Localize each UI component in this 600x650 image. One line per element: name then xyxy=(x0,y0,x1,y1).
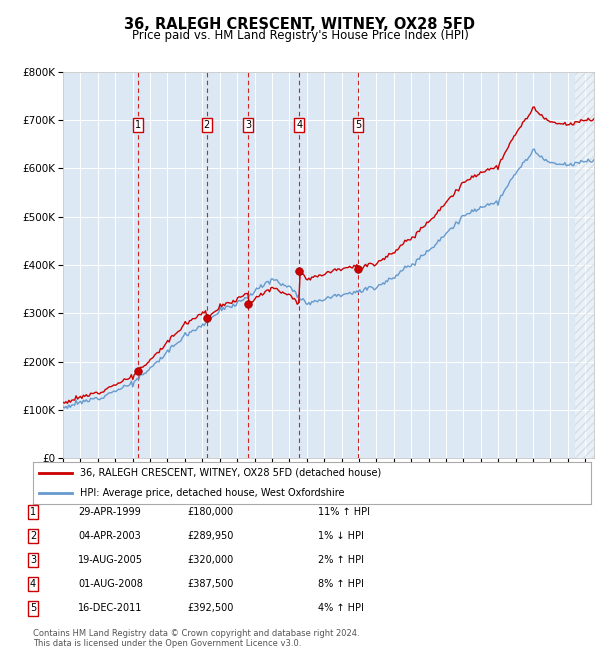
Text: 4% ↑ HPI: 4% ↑ HPI xyxy=(318,603,364,614)
Text: 4: 4 xyxy=(30,579,36,590)
Text: £320,000: £320,000 xyxy=(188,555,234,566)
Text: £392,500: £392,500 xyxy=(188,603,234,614)
Text: 1: 1 xyxy=(136,120,142,130)
Text: 1% ↓ HPI: 1% ↓ HPI xyxy=(318,531,364,541)
Text: Contains HM Land Registry data © Crown copyright and database right 2024.
This d: Contains HM Land Registry data © Crown c… xyxy=(33,629,359,648)
Bar xyxy=(575,72,594,458)
Text: 36, RALEGH CRESCENT, WITNEY, OX28 5FD (detached house): 36, RALEGH CRESCENT, WITNEY, OX28 5FD (d… xyxy=(80,468,382,478)
Text: 5: 5 xyxy=(30,603,36,614)
Text: Price paid vs. HM Land Registry's House Price Index (HPI): Price paid vs. HM Land Registry's House … xyxy=(131,29,469,42)
Text: 11% ↑ HPI: 11% ↑ HPI xyxy=(318,507,370,517)
Text: 1: 1 xyxy=(30,507,36,517)
Text: £289,950: £289,950 xyxy=(188,531,234,541)
Text: 8% ↑ HPI: 8% ↑ HPI xyxy=(318,579,364,590)
Text: 4: 4 xyxy=(296,120,302,130)
Text: 16-DEC-2011: 16-DEC-2011 xyxy=(78,603,142,614)
Text: £387,500: £387,500 xyxy=(188,579,234,590)
Text: £180,000: £180,000 xyxy=(188,507,234,517)
Text: 2% ↑ HPI: 2% ↑ HPI xyxy=(318,555,364,566)
Text: 19-AUG-2005: 19-AUG-2005 xyxy=(78,555,143,566)
Text: 3: 3 xyxy=(30,555,36,566)
Text: 3: 3 xyxy=(245,120,251,130)
Text: 2: 2 xyxy=(203,120,210,130)
Text: 2: 2 xyxy=(30,531,36,541)
Text: HPI: Average price, detached house, West Oxfordshire: HPI: Average price, detached house, West… xyxy=(80,488,345,498)
Text: 36, RALEGH CRESCENT, WITNEY, OX28 5FD: 36, RALEGH CRESCENT, WITNEY, OX28 5FD xyxy=(125,17,476,32)
Text: 5: 5 xyxy=(355,120,361,130)
Text: 04-APR-2003: 04-APR-2003 xyxy=(78,531,141,541)
Text: 29-APR-1999: 29-APR-1999 xyxy=(78,507,141,517)
Text: 01-AUG-2008: 01-AUG-2008 xyxy=(78,579,143,590)
